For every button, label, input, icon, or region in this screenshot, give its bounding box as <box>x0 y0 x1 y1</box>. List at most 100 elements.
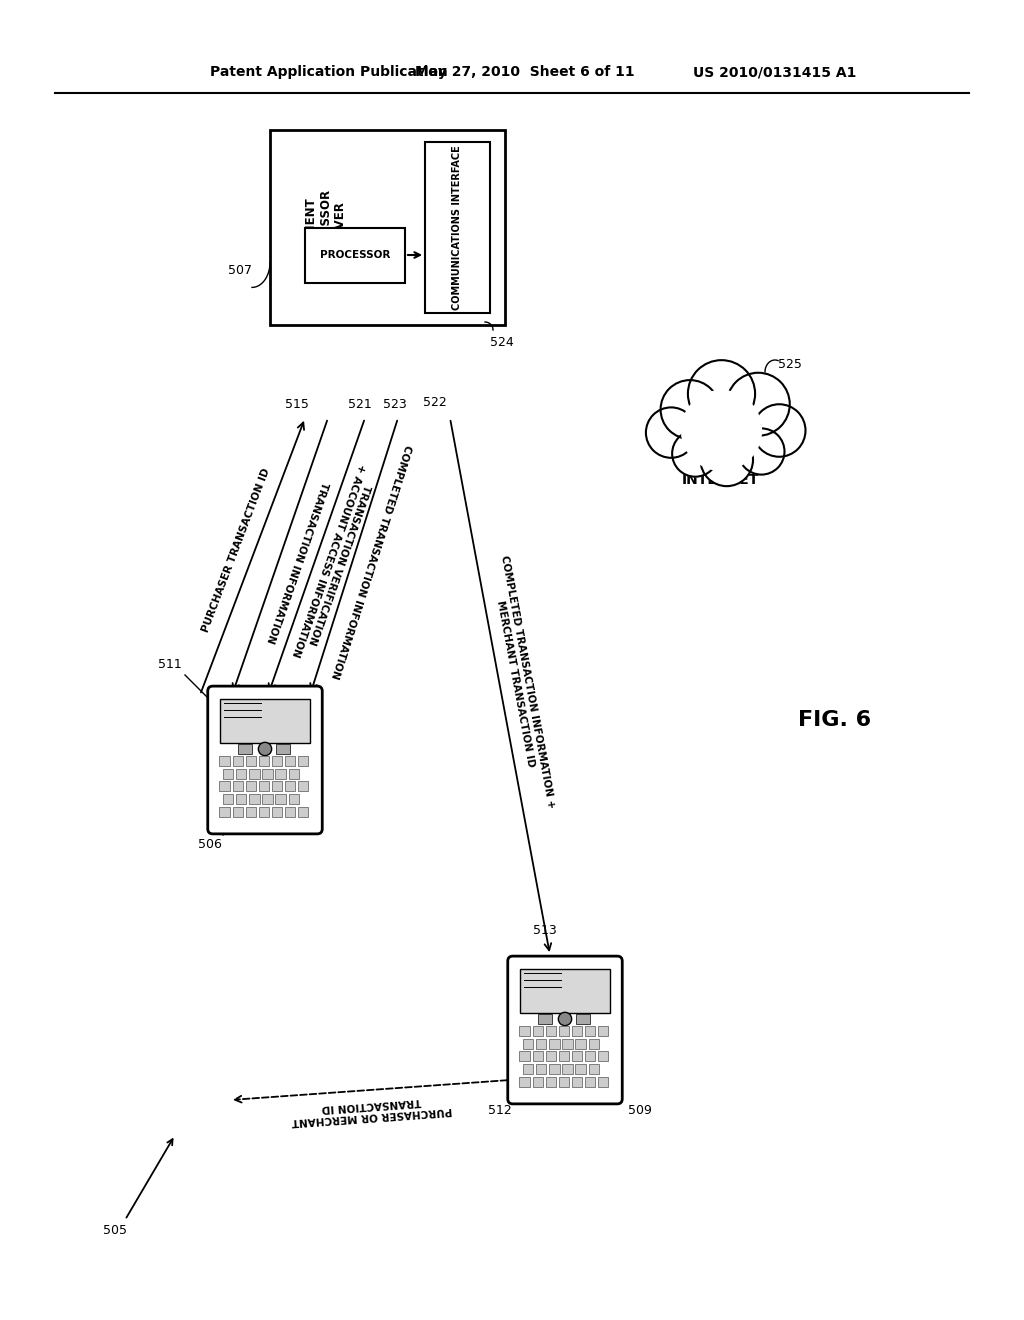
Circle shape <box>558 1012 571 1026</box>
Bar <box>259 781 269 791</box>
Text: 516: 516 <box>213 723 237 737</box>
Bar <box>523 1039 534 1048</box>
Text: May 27, 2010  Sheet 6 of 11: May 27, 2010 Sheet 6 of 11 <box>415 65 635 79</box>
Bar <box>598 1077 608 1086</box>
Bar <box>259 807 269 817</box>
Bar <box>523 1064 534 1074</box>
Text: PURCHASER OR MERCHANT
TRANSACTION ID: PURCHASER OR MERCHANT TRANSACTION ID <box>291 1093 453 1126</box>
Text: 507: 507 <box>228 264 252 277</box>
Bar <box>271 756 283 766</box>
Bar <box>285 756 295 766</box>
Bar <box>585 1026 595 1036</box>
Circle shape <box>753 404 806 457</box>
Bar <box>223 795 233 804</box>
Text: 509: 509 <box>628 1104 652 1117</box>
Circle shape <box>682 391 762 470</box>
Bar <box>537 1039 547 1048</box>
Bar <box>575 1064 586 1074</box>
Bar <box>577 1014 590 1024</box>
Bar <box>539 1014 552 1024</box>
Bar <box>298 807 308 817</box>
Bar <box>239 744 252 754</box>
Bar <box>220 698 309 743</box>
Circle shape <box>688 360 755 428</box>
Text: PROCESSOR: PROCESSOR <box>319 249 390 260</box>
Bar <box>223 768 233 779</box>
Bar <box>271 807 283 817</box>
Text: 525: 525 <box>778 359 802 371</box>
Bar <box>276 744 290 754</box>
Text: 523: 523 <box>383 399 407 412</box>
Text: Patent Application Publication: Patent Application Publication <box>210 65 447 79</box>
Circle shape <box>672 430 719 477</box>
Bar <box>289 768 299 779</box>
Bar <box>285 807 295 817</box>
Bar <box>219 781 229 791</box>
Bar <box>532 1077 543 1086</box>
Bar <box>305 227 406 282</box>
Bar <box>519 1026 529 1036</box>
Text: COMMUNICATIONS INTERFACE: COMMUNICATIONS INTERFACE <box>453 145 463 310</box>
Circle shape <box>700 434 753 486</box>
Bar <box>585 1051 595 1061</box>
Bar <box>219 756 229 766</box>
Bar <box>289 795 299 804</box>
Text: TRANSACTION VERIFICATION
+ ACCOUNT ACCESS INFORMATION: TRANSACTION VERIFICATION + ACCOUNT ACCES… <box>290 463 378 663</box>
Bar <box>270 129 505 325</box>
Bar <box>298 781 308 791</box>
Bar <box>275 768 286 779</box>
Bar <box>219 807 229 817</box>
Bar <box>232 781 243 791</box>
Bar <box>546 1051 556 1061</box>
Bar <box>232 756 243 766</box>
Bar <box>249 795 260 804</box>
Bar <box>532 1051 543 1061</box>
Text: COMPLETED TRANSACTION INFORMATION +
MERCHANT TRANSACTION ID: COMPLETED TRANSACTION INFORMATION + MERC… <box>487 554 556 810</box>
Text: 511: 511 <box>158 659 182 672</box>
Text: PAYMENT
PROCESSOR
SERVER: PAYMENT PROCESSOR SERVER <box>303 187 346 268</box>
Text: COMPLETED TRANSACTION INFORMATION: COMPLETED TRANSACTION INFORMATION <box>330 444 413 680</box>
Bar <box>520 969 609 1012</box>
FancyBboxPatch shape <box>508 956 623 1104</box>
Bar <box>559 1077 569 1086</box>
Bar <box>425 143 490 313</box>
Text: 524: 524 <box>490 337 514 350</box>
Bar <box>275 795 286 804</box>
FancyBboxPatch shape <box>208 686 323 834</box>
Bar <box>246 756 256 766</box>
Bar <box>246 781 256 791</box>
Bar <box>262 795 272 804</box>
Text: 521: 521 <box>348 399 372 412</box>
Circle shape <box>738 429 784 475</box>
Bar <box>232 807 243 817</box>
Bar <box>571 1026 583 1036</box>
Text: 522: 522 <box>423 396 446 409</box>
Bar <box>519 1051 529 1061</box>
Bar <box>575 1039 586 1048</box>
Text: US 2010/0131415 A1: US 2010/0131415 A1 <box>693 65 856 79</box>
Circle shape <box>727 372 790 436</box>
Bar <box>598 1026 608 1036</box>
Text: TRANSACTION INFORMATION: TRANSACTION INFORMATION <box>264 480 330 644</box>
Text: INTERNET: INTERNET <box>681 473 759 487</box>
Bar <box>549 1039 559 1048</box>
Circle shape <box>258 742 271 755</box>
Bar <box>546 1077 556 1086</box>
Text: FIG. 6: FIG. 6 <box>799 710 871 730</box>
Bar <box>589 1039 599 1048</box>
Bar <box>562 1064 572 1074</box>
Bar <box>237 795 247 804</box>
Bar <box>246 807 256 817</box>
Circle shape <box>660 380 720 438</box>
Bar <box>585 1077 595 1086</box>
Bar <box>249 768 260 779</box>
Bar <box>537 1064 547 1074</box>
Bar <box>562 1039 572 1048</box>
Bar <box>559 1051 569 1061</box>
Bar <box>298 756 308 766</box>
Bar <box>571 1077 583 1086</box>
Bar <box>546 1026 556 1036</box>
Bar <box>259 756 269 766</box>
Bar <box>519 1077 529 1086</box>
Bar <box>559 1026 569 1036</box>
